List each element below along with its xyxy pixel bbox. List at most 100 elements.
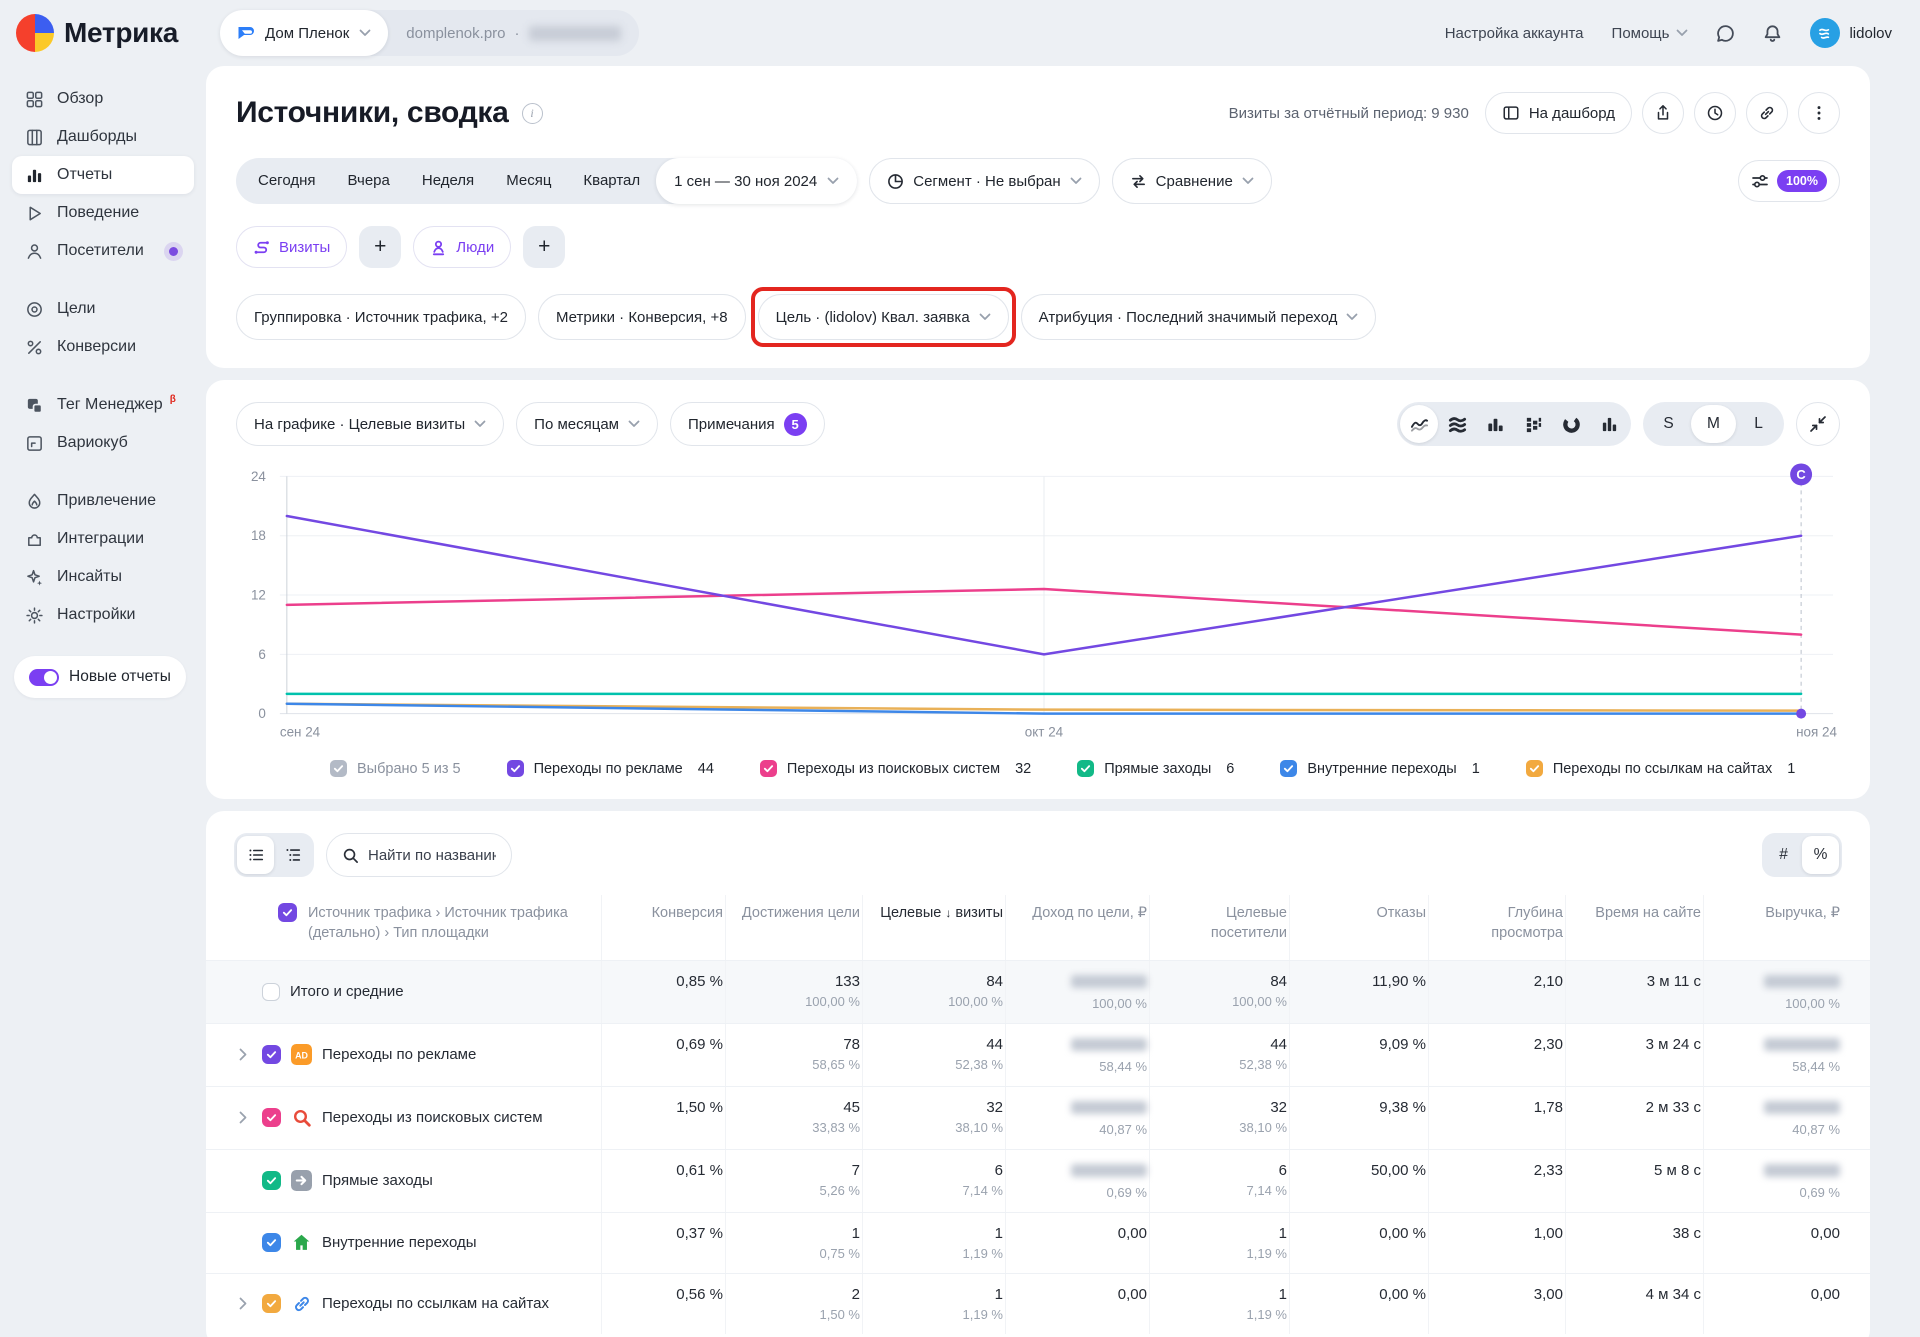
pie-chart-type-button[interactable] [1552,405,1590,443]
column-header-8[interactable]: Время на сайте [1565,895,1703,960]
sidebar-item-settings[interactable]: Настройки [12,596,194,634]
line-chart-type-button[interactable] [1400,405,1438,443]
column-header-6[interactable]: Отказы [1289,895,1428,960]
row-checkbox[interactable] [262,1171,281,1190]
date-preset-4[interactable]: Месяц [490,158,567,204]
row-checkbox[interactable] [262,1045,281,1064]
chart-size-l-button[interactable]: L [1736,405,1781,443]
stacked-area-chart-type-button[interactable] [1438,405,1476,443]
copy-link-button[interactable] [1746,92,1788,134]
chart-size-s-button[interactable]: S [1646,405,1691,443]
help-menu[interactable]: Помощь [1612,25,1689,42]
metric-sub: 52,38 % [1158,1057,1287,1072]
row-checkbox[interactable] [262,983,280,1001]
search-input[interactable] [368,847,496,864]
date-preset-5[interactable]: Квартал [567,158,656,204]
counter-selector[interactable]: Дом Пленок [220,10,388,56]
filter-metrics[interactable]: Метрики · Конверсия, +8 [538,294,746,340]
legend-item[interactable]: Внутренние переходы1 [1280,760,1479,777]
column-header-5[interactable]: Целевые посетители [1149,895,1289,960]
sidebar-item-tag-manager[interactable]: Тег Менеджерβ [12,386,194,424]
sidebar-item-goals[interactable]: Цели [12,290,194,328]
sidebar-item-insights[interactable]: Инсайты [12,558,194,596]
sidebar-item-reports[interactable]: Отчеты [12,156,194,194]
filter-goal[interactable]: Цель · (lidolov) Квал. заявка [758,294,1009,340]
add-visits-metric-button[interactable]: + [359,226,401,268]
segment-selector[interactable]: Сегмент · Не выбран [869,158,1099,204]
chart-metric-selector[interactable]: На графике · Целевые визиты [236,402,504,446]
column-header-3[interactable]: Целевые ↓ визиты [862,895,1005,960]
metric-sub: 100,00 % [734,994,860,1009]
column-header-7[interactable]: Глубина просмотра [1428,895,1565,960]
to-dashboard-button[interactable]: На дашборд [1485,92,1632,134]
info-icon[interactable]: i [522,103,543,124]
notes-button[interactable]: Примечания 5 [670,402,825,446]
search-box[interactable] [326,833,512,877]
svg-text:ноя 24: ноя 24 [1796,725,1837,740]
sidebar-item-label: Интеграции [57,530,144,548]
date-preset-1[interactable]: Сегодня [242,158,332,204]
column-header-2[interactable]: Достижения цели [725,895,862,960]
visits-chip[interactable]: Визиты [236,226,347,268]
tree-view-button[interactable] [274,836,311,874]
date-preset-3[interactable]: Неделя [406,158,490,204]
metric-cell: 0,00 [1703,1213,1842,1273]
brand[interactable]: Метрика [16,14,178,52]
chat-icon[interactable] [1716,24,1735,43]
legend-selected-toggle[interactable]: Выбрано 5 из 5 [330,760,461,777]
toggle-switch-icon [29,669,59,686]
row-checkbox[interactable] [262,1233,281,1252]
line-chart[interactable]: 06121824сен 24окт 24ноя 24C [236,462,1840,748]
column-header-1[interactable]: Конверсия [601,895,725,960]
expand-chevron-icon[interactable] [234,1297,252,1310]
filter-grouping[interactable]: Группировка · Источник трафика, +2 [236,294,526,340]
column-header-9[interactable]: Выручка, ₽ [1703,895,1842,960]
granularity-selector[interactable]: По месяцам [516,402,658,446]
column-chart-type-button[interactable] [1590,405,1628,443]
people-chip[interactable]: Люди [413,226,511,268]
filter-label: Атрибуция · Последний значимый переход [1039,309,1338,326]
history-button[interactable] [1694,92,1736,134]
more-menu-button[interactable] [1798,92,1840,134]
sidebar-item-visitors[interactable]: Посетители [12,232,194,270]
add-people-metric-button[interactable]: + [523,226,565,268]
comparison-button[interactable]: Сравнение [1112,158,1272,204]
row-checkbox[interactable] [262,1108,281,1127]
notifications-bell-icon[interactable] [1763,24,1782,43]
sampling-control[interactable]: 100% [1738,160,1840,202]
dimension-header[interactable]: Источник трафика › Источник трафика (дет… [308,903,599,944]
account-settings-link[interactable]: Настройка аккаунта [1445,25,1584,42]
user-menu[interactable]: lidolov [1810,18,1892,48]
row-checkbox[interactable] [262,1294,281,1313]
stacked-column-chart-type-button[interactable] [1514,405,1552,443]
counter-domain[interactable]: domplenok.pro · [388,25,638,42]
chart-size-m-button[interactable]: M [1691,405,1736,443]
sidebar-item-behavior[interactable]: Поведение [12,194,194,232]
filter-attribution[interactable]: Атрибуция · Последний значимый переход [1021,294,1377,340]
select-all-checkbox[interactable] [278,903,297,922]
legend-item[interactable]: Переходы по рекламе44 [507,760,714,777]
sidebar-item-conversions[interactable]: Конверсии [12,328,194,366]
export-button[interactable] [1642,92,1684,134]
bar-chart-type-button[interactable] [1476,405,1514,443]
collapse-chart-button[interactable] [1796,402,1840,446]
sidebar-item-dashboards[interactable]: Дашборды [12,118,194,156]
expand-chevron-icon[interactable] [234,1048,252,1061]
sidebar-item-label: Дашборды [57,128,137,146]
sidebar-item-integrations[interactable]: Интеграции [12,520,194,558]
numbers-format-button[interactable]: # [1765,836,1802,874]
legend-item[interactable]: Переходы по ссылкам на сайтах1 [1526,760,1795,777]
legend-item[interactable]: Переходы из поисковых систем32 [760,760,1031,777]
date-range-picker[interactable]: 1 сен — 30 ноя 2024 [656,158,857,204]
column-header-4[interactable]: Доход по цели, ₽ [1005,895,1149,960]
filter-label: Метрики · Конверсия, +8 [556,309,728,326]
new-reports-toggle[interactable]: Новые отчеты [14,656,186,698]
flat-view-button[interactable] [237,836,274,874]
percent-format-button[interactable]: % [1802,836,1839,874]
sidebar-item-overview[interactable]: Обзор [12,80,194,118]
legend-item[interactable]: Прямые заходы6 [1077,760,1234,777]
sidebar-item-variocube[interactable]: Вариокуб [12,424,194,462]
expand-chevron-icon[interactable] [234,1111,252,1124]
date-preset-2[interactable]: Вчера [332,158,406,204]
sidebar-item-attraction[interactable]: Привлечение [12,482,194,520]
